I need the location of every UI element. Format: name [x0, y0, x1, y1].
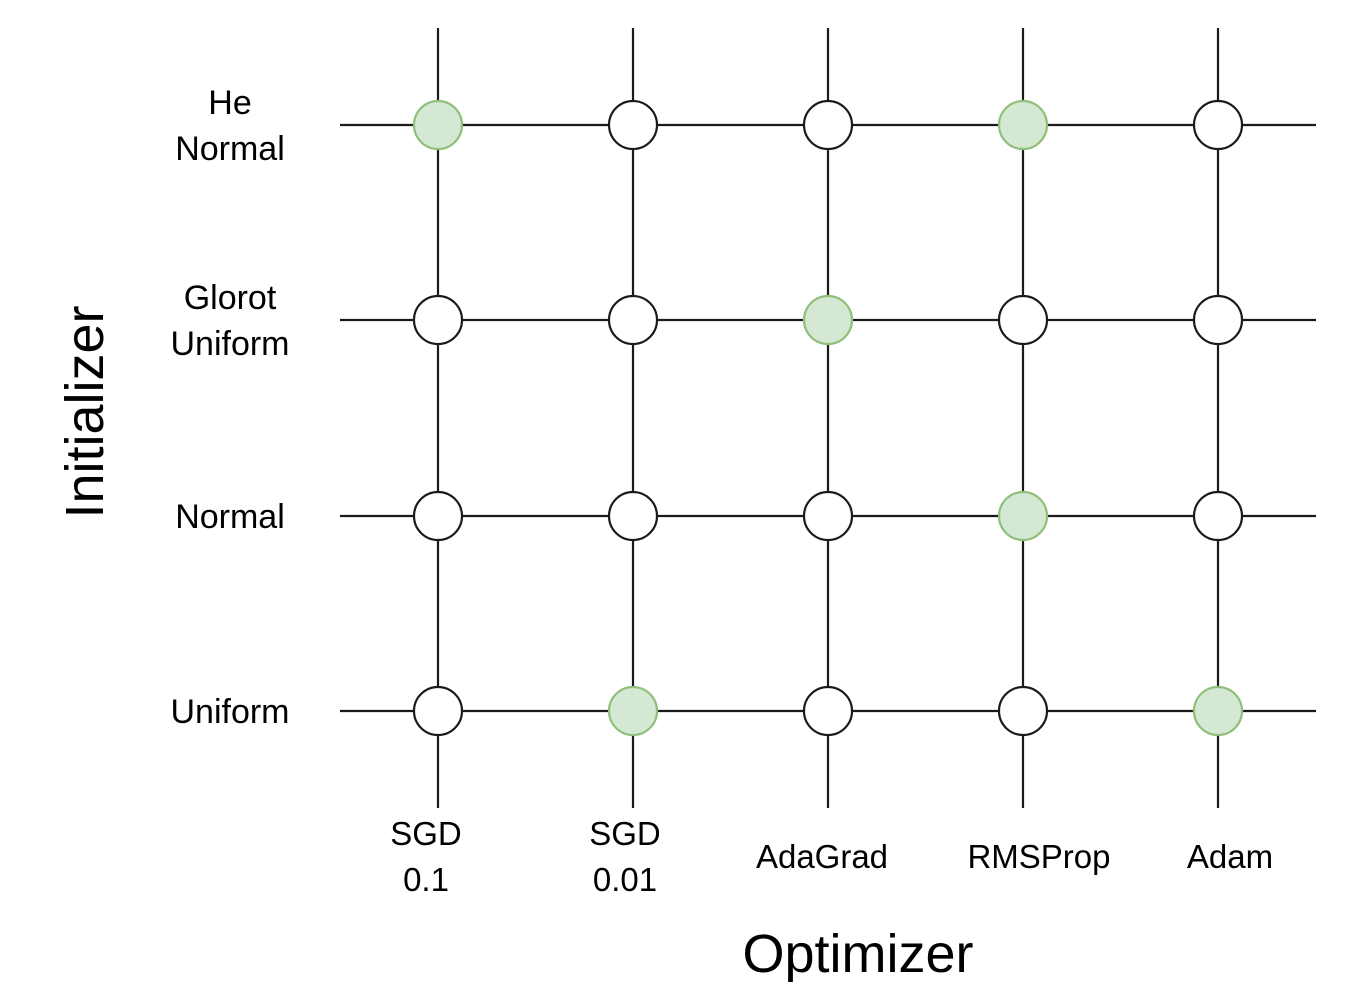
- selected-node-1-2: [802, 294, 854, 346]
- node-2-2: [802, 490, 854, 542]
- row-label-0-line-0: He: [208, 84, 251, 122]
- node-3-0: [412, 685, 464, 737]
- row-label-1-line-0: Glorot: [184, 279, 277, 317]
- column-label-2-line-0: AdaGrad: [756, 838, 888, 875]
- selected-node-0-0: [412, 99, 464, 151]
- column-label-0-line-1: 0.1: [403, 861, 449, 898]
- node-2-0: [412, 490, 464, 542]
- selected-node-0-3: [997, 99, 1049, 151]
- selected-node-3-1: [607, 685, 659, 737]
- selected-node-2-3: [997, 490, 1049, 542]
- node-1-4: [1192, 294, 1244, 346]
- node-1-1: [607, 294, 659, 346]
- node-1-3: [997, 294, 1049, 346]
- node-0-2: [802, 99, 854, 151]
- x-axis-title: Optimizer: [742, 924, 973, 982]
- node-0-4: [1192, 99, 1244, 151]
- row-labels: He Normal Glorot Uniform Normal Uniform: [170, 84, 289, 731]
- node-0-1: [607, 99, 659, 151]
- node-2-1: [607, 490, 659, 542]
- column-label-3-line-0: RMSProp: [967, 838, 1110, 875]
- node-3-3: [997, 685, 1049, 737]
- node-1-0: [412, 294, 464, 346]
- column-labels: SGD 0.1 SGD 0.01 AdaGrad RMSProp Adam: [390, 815, 1273, 898]
- node-2-4: [1192, 490, 1244, 542]
- column-label-0-line-0: SGD: [390, 815, 462, 852]
- y-axis-title: Initializer: [55, 305, 115, 518]
- row-label-0-line-1: Normal: [175, 130, 285, 168]
- row-label-3-line-0: Uniform: [170, 693, 289, 731]
- selected-node-3-4: [1192, 685, 1244, 737]
- grid-nodes: [412, 99, 1244, 737]
- column-label-1-line-0: SGD: [589, 815, 661, 852]
- node-3-2: [802, 685, 854, 737]
- column-label-4-line-0: Adam: [1187, 838, 1273, 875]
- column-label-1-line-1: 0.01: [593, 861, 657, 898]
- row-label-1-line-1: Uniform: [170, 325, 289, 363]
- row-label-2-line-0: Normal: [175, 498, 285, 536]
